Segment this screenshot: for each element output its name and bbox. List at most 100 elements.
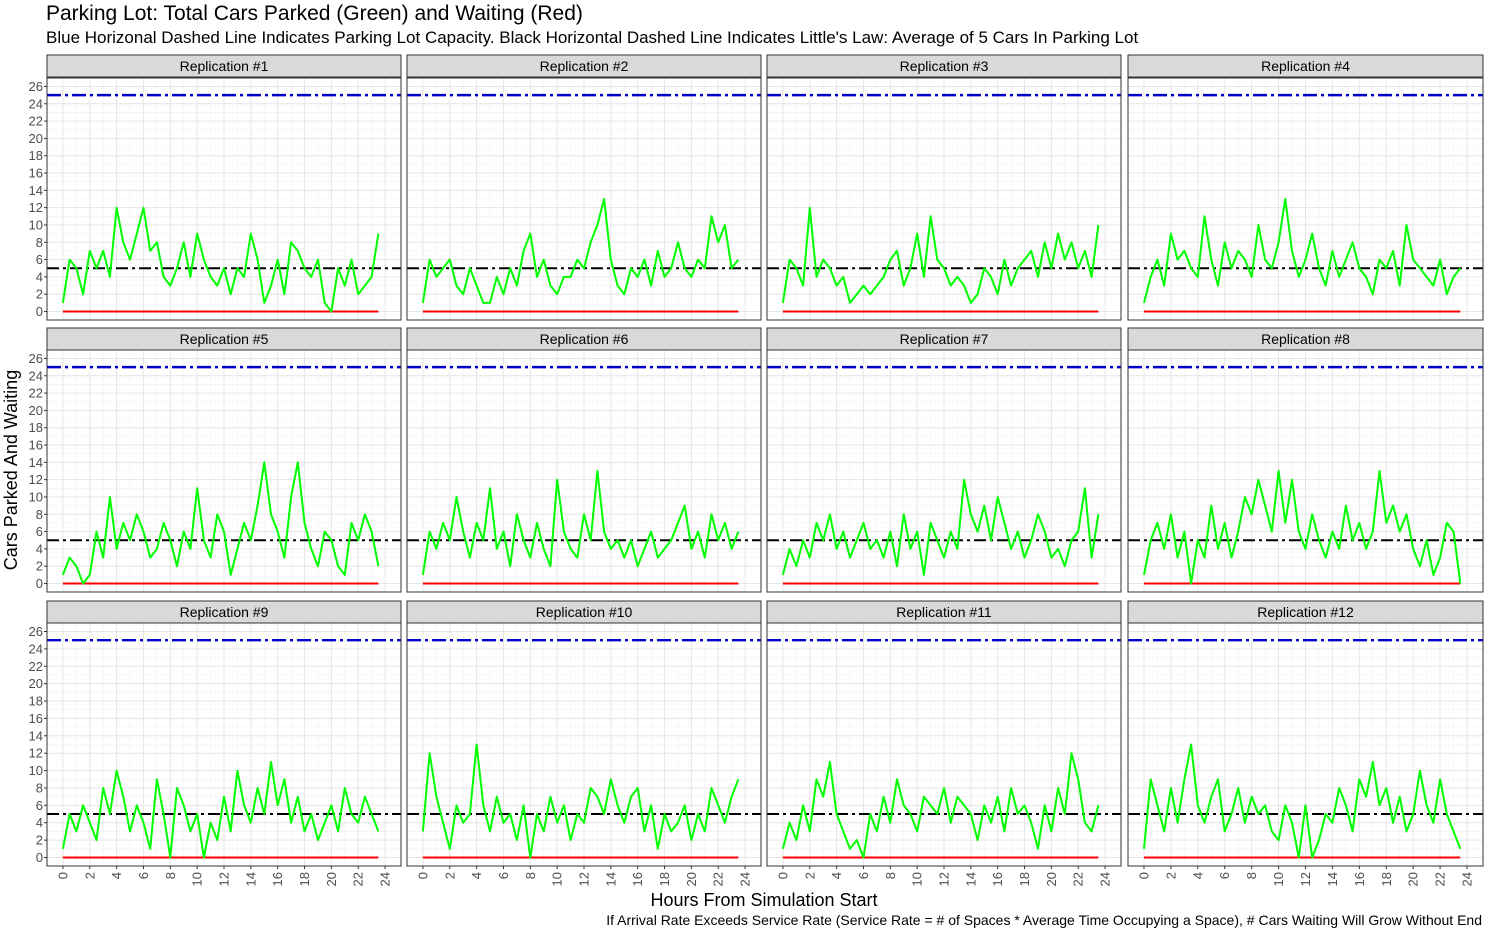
- facet-panels: Replication #102468101214161820222426Rep…: [29, 54, 1484, 886]
- chart-title: Parking Lot: Total Cars Parked (Green) a…: [46, 2, 583, 25]
- parked-series-line: [61, 206, 380, 313]
- facet-panel-10: Replication #100 2 4 6 8 10 12 14 16 18 20 22 24: [406, 600, 762, 886]
- panel-border: [46, 349, 402, 593]
- x-tick-label: 14: [963, 872, 978, 886]
- x-tick-label: 0: [1136, 872, 1151, 879]
- parked-series-line: [781, 752, 1100, 859]
- y-tick-label: 0: [36, 850, 43, 865]
- x-tick-label: 0: [55, 872, 70, 879]
- y-tick-label: 8: [36, 780, 43, 795]
- x-tick-label: 4: [109, 872, 124, 879]
- x-tick-label: 4: [469, 872, 484, 879]
- y-tick-label: 2: [36, 559, 43, 574]
- y-tick-label: 20: [29, 131, 43, 146]
- x-tick-label: 12: [937, 872, 952, 886]
- facet-panel-8: Replication #8: [1127, 327, 1484, 593]
- x-tick-label: 12: [217, 872, 232, 886]
- facet-strip: [406, 54, 762, 78]
- x-tick-label: 10: [910, 872, 925, 886]
- parked-series-line: [421, 470, 740, 576]
- x-tick-label: 24: [1098, 872, 1113, 886]
- y-tick-label: 16: [29, 438, 43, 453]
- y-tick-label: 10: [29, 489, 43, 504]
- facet-panel-7: Replication #7: [766, 327, 1122, 593]
- y-tick-label: 0: [36, 304, 43, 319]
- x-tick-label: 4: [829, 872, 844, 879]
- y-axis-title: Cars Parked And Waiting: [1, 370, 21, 570]
- x-tick-label: 16: [630, 872, 645, 886]
- parked-series-line: [421, 198, 740, 304]
- y-tick-label: 14: [29, 728, 43, 743]
- x-tick-label: 22: [1433, 872, 1448, 886]
- facet-panel-6: Replication #6: [406, 327, 762, 593]
- y-tick-label: 22: [29, 386, 43, 401]
- x-tick-label: 18: [1379, 872, 1394, 886]
- y-tick-label: 14: [29, 183, 43, 198]
- y-tick-label: 4: [36, 541, 43, 556]
- panel-border: [406, 349, 762, 593]
- y-tick-label: 8: [36, 507, 43, 522]
- x-axis-title: Hours From Simulation Start: [650, 890, 877, 910]
- y-tick-label: 2: [36, 287, 43, 302]
- x-tick-label: 2: [442, 872, 457, 879]
- x-tick-label: 22: [1071, 872, 1086, 886]
- facet-strip-label: Replication #9: [180, 604, 269, 620]
- facet-strip-label: Replication #3: [900, 58, 989, 74]
- x-tick-label: 24: [378, 872, 393, 886]
- parked-series-line: [781, 206, 1100, 304]
- parked-series-line: [421, 743, 740, 859]
- parked-series-line: [1143, 470, 1462, 585]
- x-tick-label: 10: [190, 872, 205, 886]
- x-tick-label: 10: [550, 872, 565, 886]
- y-tick-label: 2: [36, 833, 43, 848]
- y-tick-label: 6: [36, 524, 43, 539]
- facet-panel-2: Replication #2: [406, 54, 762, 321]
- parked-series-line: [781, 478, 1100, 576]
- y-tick-label: 26: [29, 624, 43, 639]
- faceted-line-chart: Replication #102468101214161820222426Rep…: [1, 54, 1484, 910]
- y-tick-label: 16: [29, 166, 43, 181]
- facet-strip: [1127, 54, 1484, 78]
- facet-strip-label: Replication #2: [540, 58, 629, 74]
- facet-strip: [766, 54, 1122, 78]
- panel-border: [766, 77, 1122, 321]
- y-tick-label: 14: [29, 455, 43, 470]
- y-tick-label: 12: [29, 746, 43, 761]
- y-tick-label: 26: [29, 79, 43, 94]
- x-tick-label: 24: [1460, 872, 1475, 886]
- y-tick-label: 26: [29, 351, 43, 366]
- x-tick-label: 20: [684, 872, 699, 886]
- chart-subtitle: Blue Horizonal Dashed Line Indicates Par…: [46, 28, 1139, 47]
- panel-border: [1127, 349, 1484, 593]
- x-tick-label: 12: [577, 872, 592, 886]
- facet-strip-label: Replication #8: [1261, 331, 1350, 347]
- x-tick-label: 14: [603, 872, 618, 886]
- parked-series-line: [61, 760, 380, 859]
- y-tick-label: 24: [29, 641, 43, 656]
- facet-panel-11: Replication #110 2 4 6 8 10 12 14 16 18 20 22 24: [766, 600, 1122, 886]
- facet-strip: [46, 54, 402, 78]
- x-tick-label: 14: [1325, 872, 1340, 886]
- facet-strip-label: Replication #6: [540, 331, 629, 347]
- facet-panel-12: Replication #120 2 4 6 8 10 12 14 16 18 20 22 24: [1127, 600, 1484, 886]
- y-tick-label: 22: [29, 114, 43, 129]
- x-tick-label: 8: [1244, 872, 1259, 879]
- facet-strip-label: Replication #11: [896, 604, 992, 620]
- x-tick-label: 6: [136, 872, 151, 879]
- x-tick-label: 4: [1190, 872, 1205, 879]
- x-tick-label: 8: [523, 872, 538, 879]
- x-tick-label: 20: [324, 872, 339, 886]
- x-tick-label: 6: [1217, 872, 1232, 879]
- y-tick-label: 0: [36, 576, 43, 591]
- y-tick-label: 10: [29, 763, 43, 778]
- facet-panel-3: Replication #3: [766, 54, 1122, 321]
- x-tick-label: 8: [163, 872, 178, 879]
- y-tick-label: 18: [29, 694, 43, 709]
- facet-panel-4: Replication #4: [1127, 54, 1484, 321]
- y-tick-label: 18: [29, 420, 43, 435]
- y-tick-label: 24: [29, 368, 43, 383]
- panel-border: [1127, 77, 1484, 321]
- facet-strip-label: Replication #4: [1261, 58, 1350, 74]
- x-tick-label: 16: [270, 872, 285, 886]
